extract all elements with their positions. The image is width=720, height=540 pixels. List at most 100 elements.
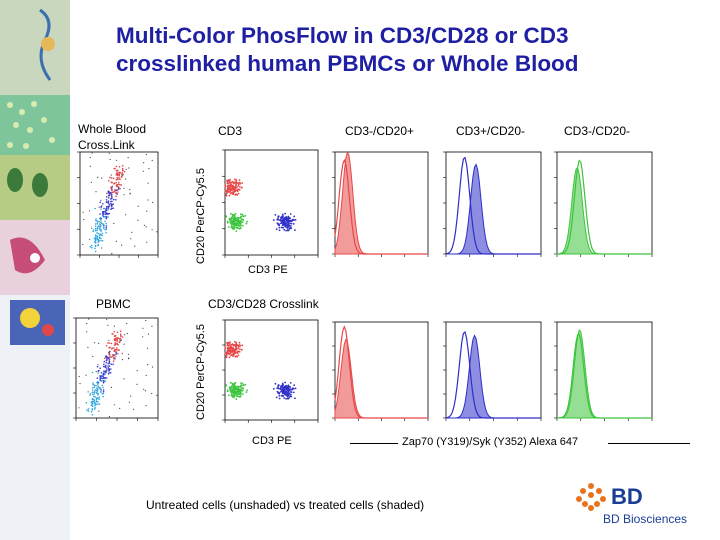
scatter-pbmc-event-blue bbox=[286, 397, 289, 400]
scatter-whole-blood-event-green bbox=[241, 224, 244, 227]
gate-plot-whole-blood-event bbox=[123, 170, 126, 173]
scatter-pbmc-event-green bbox=[239, 385, 242, 388]
gate-plot-whole-blood-event bbox=[100, 225, 102, 227]
gate-plot-whole-blood-event bbox=[97, 241, 100, 243]
gate-plot-whole-blood-noise bbox=[115, 159, 118, 161]
gate-plot-whole-blood-event bbox=[100, 230, 102, 232]
gate-plot-pbmc-event bbox=[100, 375, 103, 377]
gate-plot-whole-blood-noise bbox=[152, 201, 154, 203]
scatter-whole-blood-event-red bbox=[229, 182, 232, 185]
gate-plot-whole-blood-noise bbox=[123, 187, 125, 189]
gate-plot-whole-blood-frame bbox=[79, 151, 159, 256]
gate-plot-whole-blood-noise bbox=[151, 159, 153, 162]
scatter-whole-blood-event-red bbox=[237, 192, 240, 195]
scatter-pbmc-event-green bbox=[233, 394, 236, 397]
gate-plot-pbmc-event bbox=[114, 338, 117, 341]
scatter-whole-blood-event-red bbox=[226, 188, 229, 191]
gate-plot-whole-blood-event bbox=[103, 213, 105, 215]
scatter-whole-blood-event-blue bbox=[285, 222, 288, 225]
gate-plot-whole-blood-noise bbox=[109, 158, 111, 161]
gate-plot-pbmc-noise bbox=[157, 324, 159, 326]
scatter-pbmc-event-red bbox=[226, 342, 228, 344]
gate-plot-pbmc-noise bbox=[145, 319, 147, 322]
scatter-pbmc-event-red bbox=[230, 350, 232, 353]
gate-plot-pbmc-event bbox=[96, 382, 99, 384]
gate-plot-whole-blood-event bbox=[99, 223, 102, 226]
gate-plot-whole-blood-event bbox=[99, 218, 102, 221]
gate-plot-whole-blood-noise bbox=[131, 231, 133, 233]
scatter-whole-blood-event-red bbox=[237, 185, 240, 187]
scatter-whole-blood-event-green bbox=[231, 222, 234, 225]
scatter-pbmc-event-red bbox=[225, 355, 228, 357]
gate-plot-pbmc-event bbox=[92, 383, 94, 386]
scatter-pbmc-event-red bbox=[229, 341, 232, 344]
scatter-pbmc-event-blue bbox=[278, 397, 281, 400]
header-cd3pos-cd20neg: CD3+/CD20- bbox=[456, 124, 526, 138]
scatter-pbmc-event-green bbox=[238, 392, 240, 395]
gate-plot-whole-blood-event bbox=[94, 250, 97, 253]
gate-plot-pbmc-noise bbox=[119, 407, 121, 409]
gate-plot-pbmc-event bbox=[93, 400, 95, 403]
gate-plot-whole-blood-noise bbox=[83, 218, 85, 221]
gate-plot-pbmc-noise bbox=[123, 343, 125, 345]
scatter-whole-blood-event-red bbox=[230, 188, 232, 191]
gate-plot-pbmc-event bbox=[114, 350, 116, 353]
scatter-whole-blood-event-blue bbox=[282, 226, 285, 229]
gate-plot-pbmc-event bbox=[91, 405, 94, 408]
gate-plot-whole-blood-event bbox=[105, 232, 107, 234]
gate-plot-pbmc-noise bbox=[156, 394, 158, 396]
gate-plot-pbmc-event bbox=[95, 400, 98, 403]
scatter-whole-blood-event-red bbox=[228, 191, 231, 194]
scatter-whole-blood-event-red bbox=[241, 182, 244, 184]
gate-plot-pbmc-event bbox=[102, 389, 105, 391]
gate-plot-whole-blood-noise bbox=[127, 157, 129, 159]
scatter-whole-blood-event-green bbox=[246, 220, 249, 223]
gate-plot-whole-blood-noise bbox=[110, 174, 112, 176]
gate-plot-pbmc-noise bbox=[146, 347, 149, 349]
scatter-pbmc-event-red bbox=[224, 351, 227, 354]
gate-plot-pbmc-noise bbox=[106, 318, 108, 320]
gate-plot-whole-blood-noise bbox=[113, 222, 115, 225]
gate-plot-pbmc-event bbox=[114, 349, 116, 351]
scatter-pbmc-event-red bbox=[229, 354, 232, 357]
gate-plot-pbmc-event bbox=[107, 351, 110, 354]
gate-plot-pbmc-event bbox=[102, 392, 105, 395]
gate-plot-whole-blood-noise bbox=[145, 226, 147, 228]
scatter-whole-blood-event-green bbox=[231, 220, 234, 222]
scatter-pbmc-event-blue bbox=[286, 393, 289, 396]
gate-plot-pbmc-noise bbox=[94, 342, 96, 344]
gate-plot-whole-blood-noise bbox=[111, 185, 113, 187]
scatter-pbmc-event-blue bbox=[287, 385, 289, 388]
gate-plot-whole-blood-event bbox=[107, 194, 110, 197]
scatter-pbmc-event-blue bbox=[285, 397, 287, 400]
gate-plot-pbmc-noise bbox=[108, 339, 110, 341]
gate-plot-pbmc-event bbox=[96, 387, 99, 390]
gate-plot-pbmc-event bbox=[113, 354, 115, 356]
gate-plot-whole-blood-event bbox=[107, 201, 109, 203]
gate-plot-whole-blood-event bbox=[112, 207, 114, 209]
gate-plot-pbmc-event bbox=[120, 333, 122, 335]
scatter-pbmc-event-red bbox=[240, 349, 243, 351]
gate-plot-pbmc-event bbox=[108, 362, 111, 364]
gate-plot-pbmc-event bbox=[100, 377, 103, 380]
scatter-pbmc-event-red bbox=[224, 347, 227, 350]
scatter-whole-blood-event-blue bbox=[294, 218, 297, 221]
gate-plot-whole-blood-event bbox=[94, 242, 97, 244]
gate-plot-whole-blood-noise bbox=[98, 206, 100, 208]
scatter-whole-blood-event-red bbox=[228, 194, 231, 197]
gate-plot-whole-blood-event bbox=[113, 190, 116, 193]
scatter-whole-blood-event-red bbox=[225, 193, 228, 196]
scatter-pbmc-event-red bbox=[235, 342, 238, 345]
gate-plot-pbmc-noise bbox=[136, 383, 138, 385]
zap70-label-text: Zap70 (Y319)/Syk (Y352) Alexa 647 bbox=[402, 436, 579, 448]
hist-wb-cd3pos-cd20neg-frame bbox=[445, 151, 542, 255]
gate-plot-pbmc-frame bbox=[75, 317, 159, 419]
gate-plot-whole-blood-event bbox=[115, 192, 118, 194]
gate-plot-pbmc-event bbox=[94, 389, 97, 391]
gate-plot-whole-blood-event bbox=[121, 167, 124, 170]
gate-plot-pbmc-event bbox=[90, 411, 93, 413]
gate-plot-whole-blood-event bbox=[111, 195, 113, 198]
scatter-whole-blood-event-blue bbox=[281, 219, 283, 222]
gate-plot-pbmc-noise bbox=[85, 374, 87, 376]
slide-title: Multi-Color PhosFlow in CD3/CD28 or CD3 … bbox=[116, 22, 696, 78]
